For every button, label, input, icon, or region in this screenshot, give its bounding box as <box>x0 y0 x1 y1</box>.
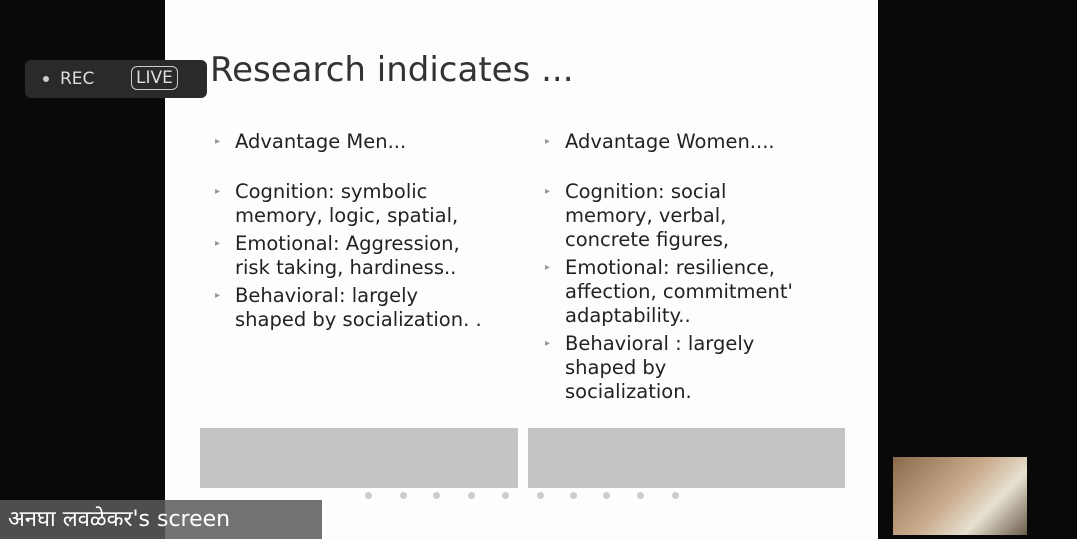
column-heading: Advantage Men... <box>213 130 493 154</box>
right-column: Advantage Women.... Cognition: social mem… <box>543 130 798 408</box>
screen-label: अनघा लवळेकर's screen <box>0 500 322 539</box>
slide-dot <box>468 492 475 499</box>
rec-label: REC <box>60 69 94 89</box>
slide-dot <box>570 492 577 499</box>
bullet-item: Cognition: symbolic memory, logic, spati… <box>213 180 493 228</box>
slide-dot <box>537 492 544 499</box>
bullet-item: Behavioral: largely shaped by socializat… <box>213 284 493 332</box>
recording-badge: REC LIVE <box>25 60 207 98</box>
column-heading: Advantage Women.... <box>543 130 798 154</box>
slide-title: Research indicates ... <box>210 50 574 90</box>
left-column: Advantage Men... Cognition: symbolic memo… <box>213 130 493 336</box>
slide-dot <box>603 492 610 499</box>
slide-dot <box>433 492 440 499</box>
video-thumbnail[interactable] <box>893 457 1027 535</box>
bullet-item: Emotional: Aggression, risk taking, hard… <box>213 232 493 280</box>
bullet-item: Cognition: social memory, verbal, concre… <box>543 180 798 252</box>
gray-box <box>528 428 845 488</box>
slide-dot <box>365 492 372 499</box>
live-label: LIVE <box>131 66 178 90</box>
bullet-item: Behavioral : largely shaped by socializa… <box>543 332 798 404</box>
rec-dot <box>43 76 49 82</box>
slide-dot <box>502 492 509 499</box>
slide-dot <box>672 492 679 499</box>
slide-dot <box>637 492 644 499</box>
gray-box <box>200 428 518 488</box>
screen-share: Research indicates ... Advantage Men... C… <box>0 0 1077 539</box>
bullet-item: Emotional: resilience, affection, commit… <box>543 256 798 328</box>
slide-dot <box>400 492 407 499</box>
slide: Research indicates ... Advantage Men... C… <box>165 0 878 539</box>
